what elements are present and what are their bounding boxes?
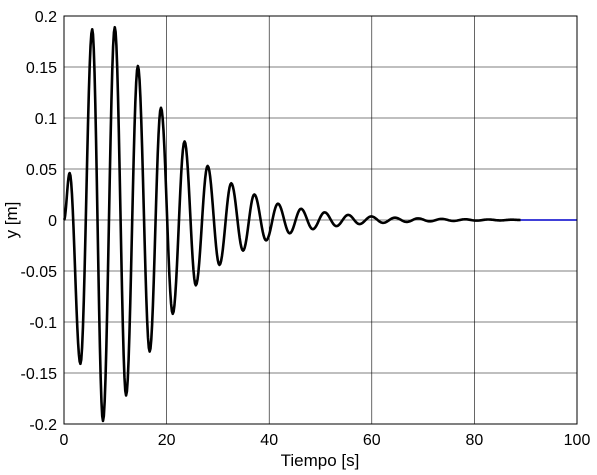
y-tick-label: 0.05 bbox=[26, 162, 57, 179]
x-tick-label: 100 bbox=[564, 432, 591, 449]
series-layer bbox=[62, 25, 577, 423]
y-tick-label: -0.05 bbox=[21, 264, 58, 281]
y-tick-label: 0.2 bbox=[35, 9, 57, 26]
x-tick-label: 60 bbox=[363, 432, 381, 449]
y-tick-label: -0.2 bbox=[29, 417, 57, 434]
y-axis: -0.2 -0.15 -0.1 -0.05 0 0.05 0.1 0.15 0.2 bbox=[21, 9, 58, 434]
x-axis: 0 20 40 60 80 100 bbox=[60, 432, 591, 449]
y-tick-label: -0.1 bbox=[29, 315, 57, 332]
x-tick-label: 0 bbox=[60, 432, 69, 449]
series-line-1 bbox=[62, 25, 522, 423]
y-tick-label: 0.15 bbox=[26, 60, 57, 77]
y-tick-label: 0 bbox=[48, 213, 57, 230]
x-tick-label: 20 bbox=[158, 432, 176, 449]
x-axis-label: Tiempo [s] bbox=[281, 451, 360, 470]
x-tick-label: 40 bbox=[260, 432, 278, 449]
plot-frame bbox=[63, 15, 578, 425]
y-tick-label: 0.1 bbox=[35, 111, 57, 128]
y-axis-label: y [m] bbox=[2, 202, 21, 239]
x-tick-label: 80 bbox=[466, 432, 484, 449]
y-tick-label: -0.15 bbox=[21, 366, 58, 383]
